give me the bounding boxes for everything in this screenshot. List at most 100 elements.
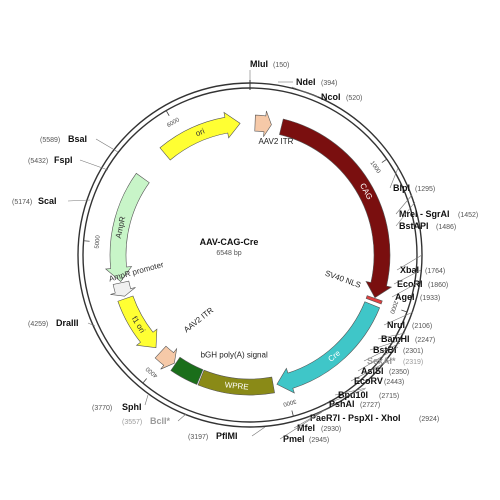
svg-text:(5589): (5589) (40, 137, 60, 144)
site-bsai[interactable]: BsaI (5589) (40, 134, 119, 153)
feature-label-ori: ori (194, 126, 206, 138)
site-pmei[interactable]: PmeI (2945) (279, 411, 329, 444)
svg-text:FspI: FspI (54, 155, 73, 165)
svg-text:(5432): (5432) (28, 158, 48, 165)
site-pflmi[interactable]: PflMI (3197) (188, 426, 266, 441)
svg-text:AgeI: AgeI (395, 292, 415, 302)
site-bcli[interactable]: BclI* (3557) (122, 413, 187, 426)
site-scai[interactable]: ScaI (5174) (12, 196, 91, 206)
svg-text:MreI - SgrAI: MreI - SgrAI (399, 209, 450, 219)
svg-text:MfeI: MfeI (297, 423, 315, 433)
feature-cre[interactable] (276, 301, 381, 394)
svg-text:(1486): (1486) (436, 224, 456, 231)
site-bpu10i[interactable]: Bpu10I (2715) (334, 387, 399, 400)
svg-text:(1452): (1452) (458, 212, 478, 219)
site-paer7i-pspxi-xhoi[interactable]: PaeR7I - PspXI - XhoI (2924) (306, 407, 439, 423)
tick-mark (165, 110, 170, 116)
feature-label-bgh-polya: bGH poly(A) signal (201, 351, 268, 360)
plasmid-size: 6548 bp (216, 250, 241, 257)
plasmid-name: AAV-CAG-Cre (200, 237, 259, 247)
svg-text:(2443): (2443) (384, 379, 404, 386)
svg-text:(2247): (2247) (415, 337, 435, 344)
site-asisi[interactable]: AsiSI (2350) (357, 346, 409, 376)
site-pshai[interactable]: PshAI (2727) (325, 388, 380, 409)
svg-text:(5174): (5174) (12, 199, 32, 206)
feature-bgh-polya[interactable] (170, 356, 204, 385)
svg-text:(2301): (2301) (403, 348, 423, 355)
svg-text:(394): (394) (321, 80, 337, 87)
svg-text:XbaI: XbaI (400, 265, 419, 275)
svg-text:(1295): (1295) (415, 186, 435, 193)
site-mlui[interactable]: MluI (150) (249, 59, 289, 80)
feature-ampr[interactable] (104, 172, 150, 282)
svg-text:PflMI: PflMI (216, 431, 238, 441)
site-sexai[interactable]: SexAI* (2319) (363, 342, 423, 366)
feature-ampr-promoter[interactable] (110, 280, 136, 297)
site-fspi[interactable]: FspI (5432) (28, 155, 109, 171)
site-ecorv[interactable]: EcoRV (2443) (350, 358, 404, 386)
tick-label: 5000 (95, 234, 102, 248)
svg-text:DraIII: DraIII (56, 318, 79, 328)
tick-label: 3000 (282, 398, 297, 407)
svg-text:(2945): (2945) (309, 437, 329, 444)
feature-aav2-itr-right[interactable] (254, 110, 272, 137)
tick-label: 2000 (388, 300, 398, 315)
tick-mark (142, 378, 148, 384)
svg-text:(150): (150) (273, 62, 289, 69)
tick-mark (83, 240, 90, 242)
site-mfei[interactable]: MfeI (2930) (293, 409, 341, 433)
svg-text:NdeI: NdeI (296, 77, 316, 87)
feature-f1-ori[interactable] (117, 295, 158, 348)
feature-wpre[interactable] (197, 369, 275, 396)
site-xbai[interactable]: XbaI (1764) (396, 254, 445, 275)
site-sphi[interactable]: SphI (3770) (92, 394, 149, 412)
svg-text:EcoRI: EcoRI (397, 279, 423, 289)
site-blpi[interactable]: BlpI (1295) (389, 167, 435, 193)
svg-text:(2106): (2106) (412, 323, 432, 330)
svg-text:(520): (520) (346, 95, 362, 102)
svg-text:(4259): (4259) (28, 321, 48, 328)
feature-arrows (104, 110, 393, 396)
tick-mark (401, 309, 408, 313)
feature-label-wpre: WPRE (224, 380, 249, 391)
svg-text:(2930): (2930) (321, 426, 341, 433)
svg-text:PmeI: PmeI (283, 434, 305, 444)
tick-mark (291, 410, 294, 417)
svg-text:MluI: MluI (250, 59, 268, 69)
svg-text:BlpI: BlpI (393, 183, 410, 193)
feature-cag[interactable] (279, 118, 393, 299)
feature-sv40-nls[interactable] (365, 295, 383, 305)
svg-text:BstBI: BstBI (373, 345, 397, 355)
svg-text:(2715): (2715) (379, 393, 399, 400)
site-nrui[interactable]: NruI (2106) (383, 311, 432, 330)
svg-text:SexAI*: SexAI* (367, 356, 396, 366)
feature-aav2-itr-left[interactable] (154, 345, 178, 370)
svg-text:(1764): (1764) (425, 268, 445, 275)
site-agei[interactable]: AgeI (1933) (391, 281, 440, 302)
svg-text:ScaI: ScaI (38, 196, 57, 206)
feature-ori[interactable] (159, 111, 241, 161)
tick-label: 1000 (369, 160, 382, 175)
svg-text:(1860): (1860) (428, 282, 448, 289)
tick-mark (381, 158, 387, 163)
feature-label-aav2-itr-left: AAV2 ITR (182, 306, 215, 335)
svg-text:(2727): (2727) (360, 402, 380, 409)
svg-text:(1933): (1933) (420, 295, 440, 302)
svg-text:(3557): (3557) (122, 419, 142, 426)
site-bstapi[interactable]: BstAPI (1486) (395, 201, 456, 231)
svg-text:BsaI: BsaI (68, 134, 87, 144)
site-ndei[interactable]: NdeI (394) (278, 77, 337, 87)
site-bstbi[interactable]: BstBI (2301) (369, 339, 423, 355)
svg-text:BstAPI: BstAPI (399, 221, 429, 231)
site-bamhi[interactable]: BamHI (2247) (377, 332, 435, 344)
site-ecori[interactable]: EcoRI (1860) (393, 269, 448, 289)
site-draiii[interactable]: DraIII (4259) (28, 318, 96, 328)
tick-label: 6000 (166, 117, 181, 129)
site-mrei-sgrai[interactable]: MreI - SgrAI (1452) (395, 194, 478, 219)
svg-text:EcoRV: EcoRV (354, 376, 383, 386)
restriction-sites: MluI (150) NdeI (394) NcoI (520) BlpI (1… (12, 59, 478, 444)
svg-text:Bpu10I: Bpu10I (338, 390, 368, 400)
site-ncoi[interactable]: NcoI (520) (291, 86, 362, 102)
